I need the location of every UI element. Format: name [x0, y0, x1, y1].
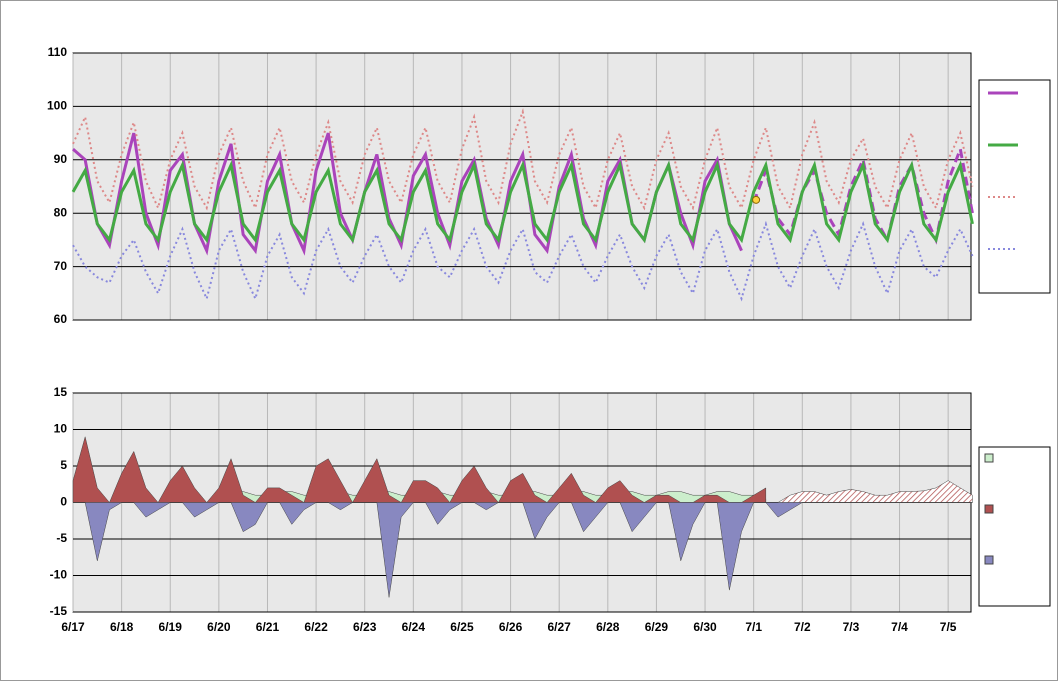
- plot-area: [72, 52, 972, 321]
- x-tick-label: 7/2: [794, 620, 811, 634]
- y-tick-label: -15: [50, 604, 68, 618]
- x-tick-label: 6/28: [596, 620, 620, 634]
- x-tick-label: 7/4: [891, 620, 908, 634]
- y-tick-label: 10: [54, 422, 68, 436]
- series-area: [72, 436, 767, 504]
- x-tick-label: 6/20: [207, 620, 231, 634]
- y-tick-label: 60: [54, 312, 68, 326]
- series-line: [72, 107, 974, 211]
- x-tick-label: 6/27: [548, 620, 572, 634]
- y-tick-label: -5: [56, 531, 67, 545]
- y-tick-label: -10: [50, 568, 68, 582]
- y-tick-label: 70: [54, 259, 68, 273]
- x-tick-label: 6/22: [304, 620, 328, 634]
- marker-point: [752, 195, 761, 204]
- y-tick-label: 15: [54, 385, 68, 399]
- series-line: [71, 160, 974, 244]
- x-tick-label: 7/1: [745, 620, 762, 634]
- x-tick-label: 6/17: [61, 620, 85, 634]
- x-tick-label: 6/25: [450, 620, 474, 634]
- y-tick-label: 5: [60, 458, 67, 472]
- x-tick-label: 6/18: [110, 620, 134, 634]
- y-tick-label: 80: [54, 205, 68, 219]
- y-tick-label: 110: [48, 45, 68, 59]
- y-tick-label: 0: [60, 495, 67, 509]
- x-tick-label: 6/23: [353, 620, 377, 634]
- legend-box: [978, 79, 1051, 294]
- x-tick-label: 7/3: [843, 620, 860, 634]
- x-tick-label: 6/30: [693, 620, 717, 634]
- x-tick-label: 6/26: [499, 620, 523, 634]
- legend-swatch: [984, 504, 994, 514]
- x-tick-label: 7/5: [940, 620, 957, 634]
- x-tick-label: 6/19: [159, 620, 183, 634]
- y-tick-label: 100: [47, 99, 67, 113]
- legend-swatch: [984, 555, 994, 565]
- y-tick-label: 90: [54, 152, 68, 166]
- x-tick-label: 6/21: [256, 620, 280, 634]
- series-area: [777, 480, 973, 503]
- legend-box: [978, 446, 1051, 607]
- series-area: [73, 502, 973, 598]
- x-tick-label: 6/29: [645, 620, 669, 634]
- x-tick-label: 6/24: [402, 620, 426, 634]
- legend-swatch: [984, 453, 994, 463]
